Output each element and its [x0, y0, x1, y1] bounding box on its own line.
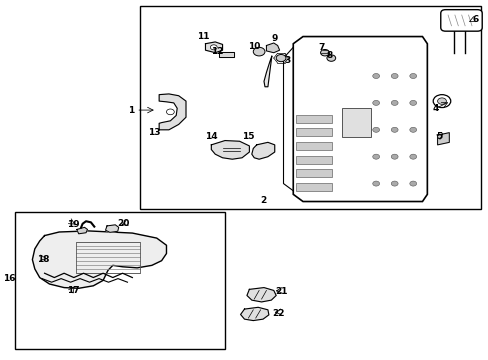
Bar [341, 108, 370, 137]
Text: 17: 17 [66, 286, 79, 295]
Text: 21: 21 [274, 287, 287, 296]
Bar [15, 212, 224, 348]
Text: 5: 5 [435, 132, 442, 141]
Polygon shape [266, 43, 279, 53]
Text: 10: 10 [247, 42, 260, 51]
Polygon shape [251, 142, 274, 159]
Text: 7: 7 [318, 43, 324, 52]
Text: 1: 1 [128, 105, 134, 114]
Bar [295, 183, 331, 191]
Text: 16: 16 [3, 274, 16, 283]
Text: 22: 22 [272, 309, 285, 318]
Polygon shape [77, 227, 87, 234]
Circle shape [432, 95, 450, 108]
Text: 19: 19 [66, 220, 79, 229]
Circle shape [409, 181, 416, 186]
Polygon shape [240, 307, 268, 320]
Polygon shape [264, 56, 271, 87]
Text: 18: 18 [37, 255, 50, 264]
Text: 9: 9 [271, 34, 277, 43]
Polygon shape [211, 140, 249, 159]
Bar [140, 6, 480, 209]
Text: 3: 3 [284, 57, 290, 66]
Polygon shape [105, 225, 119, 232]
Polygon shape [205, 42, 222, 53]
Polygon shape [219, 52, 233, 57]
Circle shape [437, 98, 446, 104]
Circle shape [166, 109, 174, 115]
Polygon shape [437, 133, 448, 145]
Text: 6: 6 [472, 15, 478, 24]
Circle shape [409, 127, 416, 132]
FancyBboxPatch shape [440, 10, 481, 31]
Circle shape [253, 47, 264, 56]
Circle shape [320, 49, 329, 56]
Polygon shape [32, 231, 166, 288]
Polygon shape [246, 288, 276, 302]
Text: 12: 12 [211, 47, 224, 56]
Circle shape [390, 73, 397, 78]
Text: 8: 8 [326, 51, 332, 60]
Circle shape [372, 73, 379, 78]
Circle shape [390, 154, 397, 159]
Circle shape [210, 45, 217, 50]
Text: 20: 20 [117, 219, 129, 228]
Text: 14: 14 [204, 132, 217, 141]
Circle shape [409, 154, 416, 159]
Circle shape [390, 181, 397, 186]
Text: 2: 2 [260, 196, 265, 205]
Circle shape [390, 127, 397, 132]
Text: 4: 4 [432, 104, 438, 113]
Bar [295, 115, 331, 123]
Text: 13: 13 [148, 128, 160, 137]
Bar [76, 242, 140, 273]
Bar [295, 142, 331, 150]
Circle shape [409, 100, 416, 105]
Polygon shape [293, 37, 427, 202]
Circle shape [326, 55, 335, 61]
Circle shape [390, 100, 397, 105]
Bar [295, 129, 331, 136]
Circle shape [409, 73, 416, 78]
Bar [295, 169, 331, 177]
Circle shape [372, 154, 379, 159]
Circle shape [276, 54, 285, 62]
Circle shape [372, 100, 379, 105]
Circle shape [372, 181, 379, 186]
Circle shape [372, 127, 379, 132]
Bar [295, 156, 331, 163]
Polygon shape [159, 94, 185, 130]
Text: 15: 15 [242, 132, 254, 141]
Text: 11: 11 [196, 32, 209, 41]
